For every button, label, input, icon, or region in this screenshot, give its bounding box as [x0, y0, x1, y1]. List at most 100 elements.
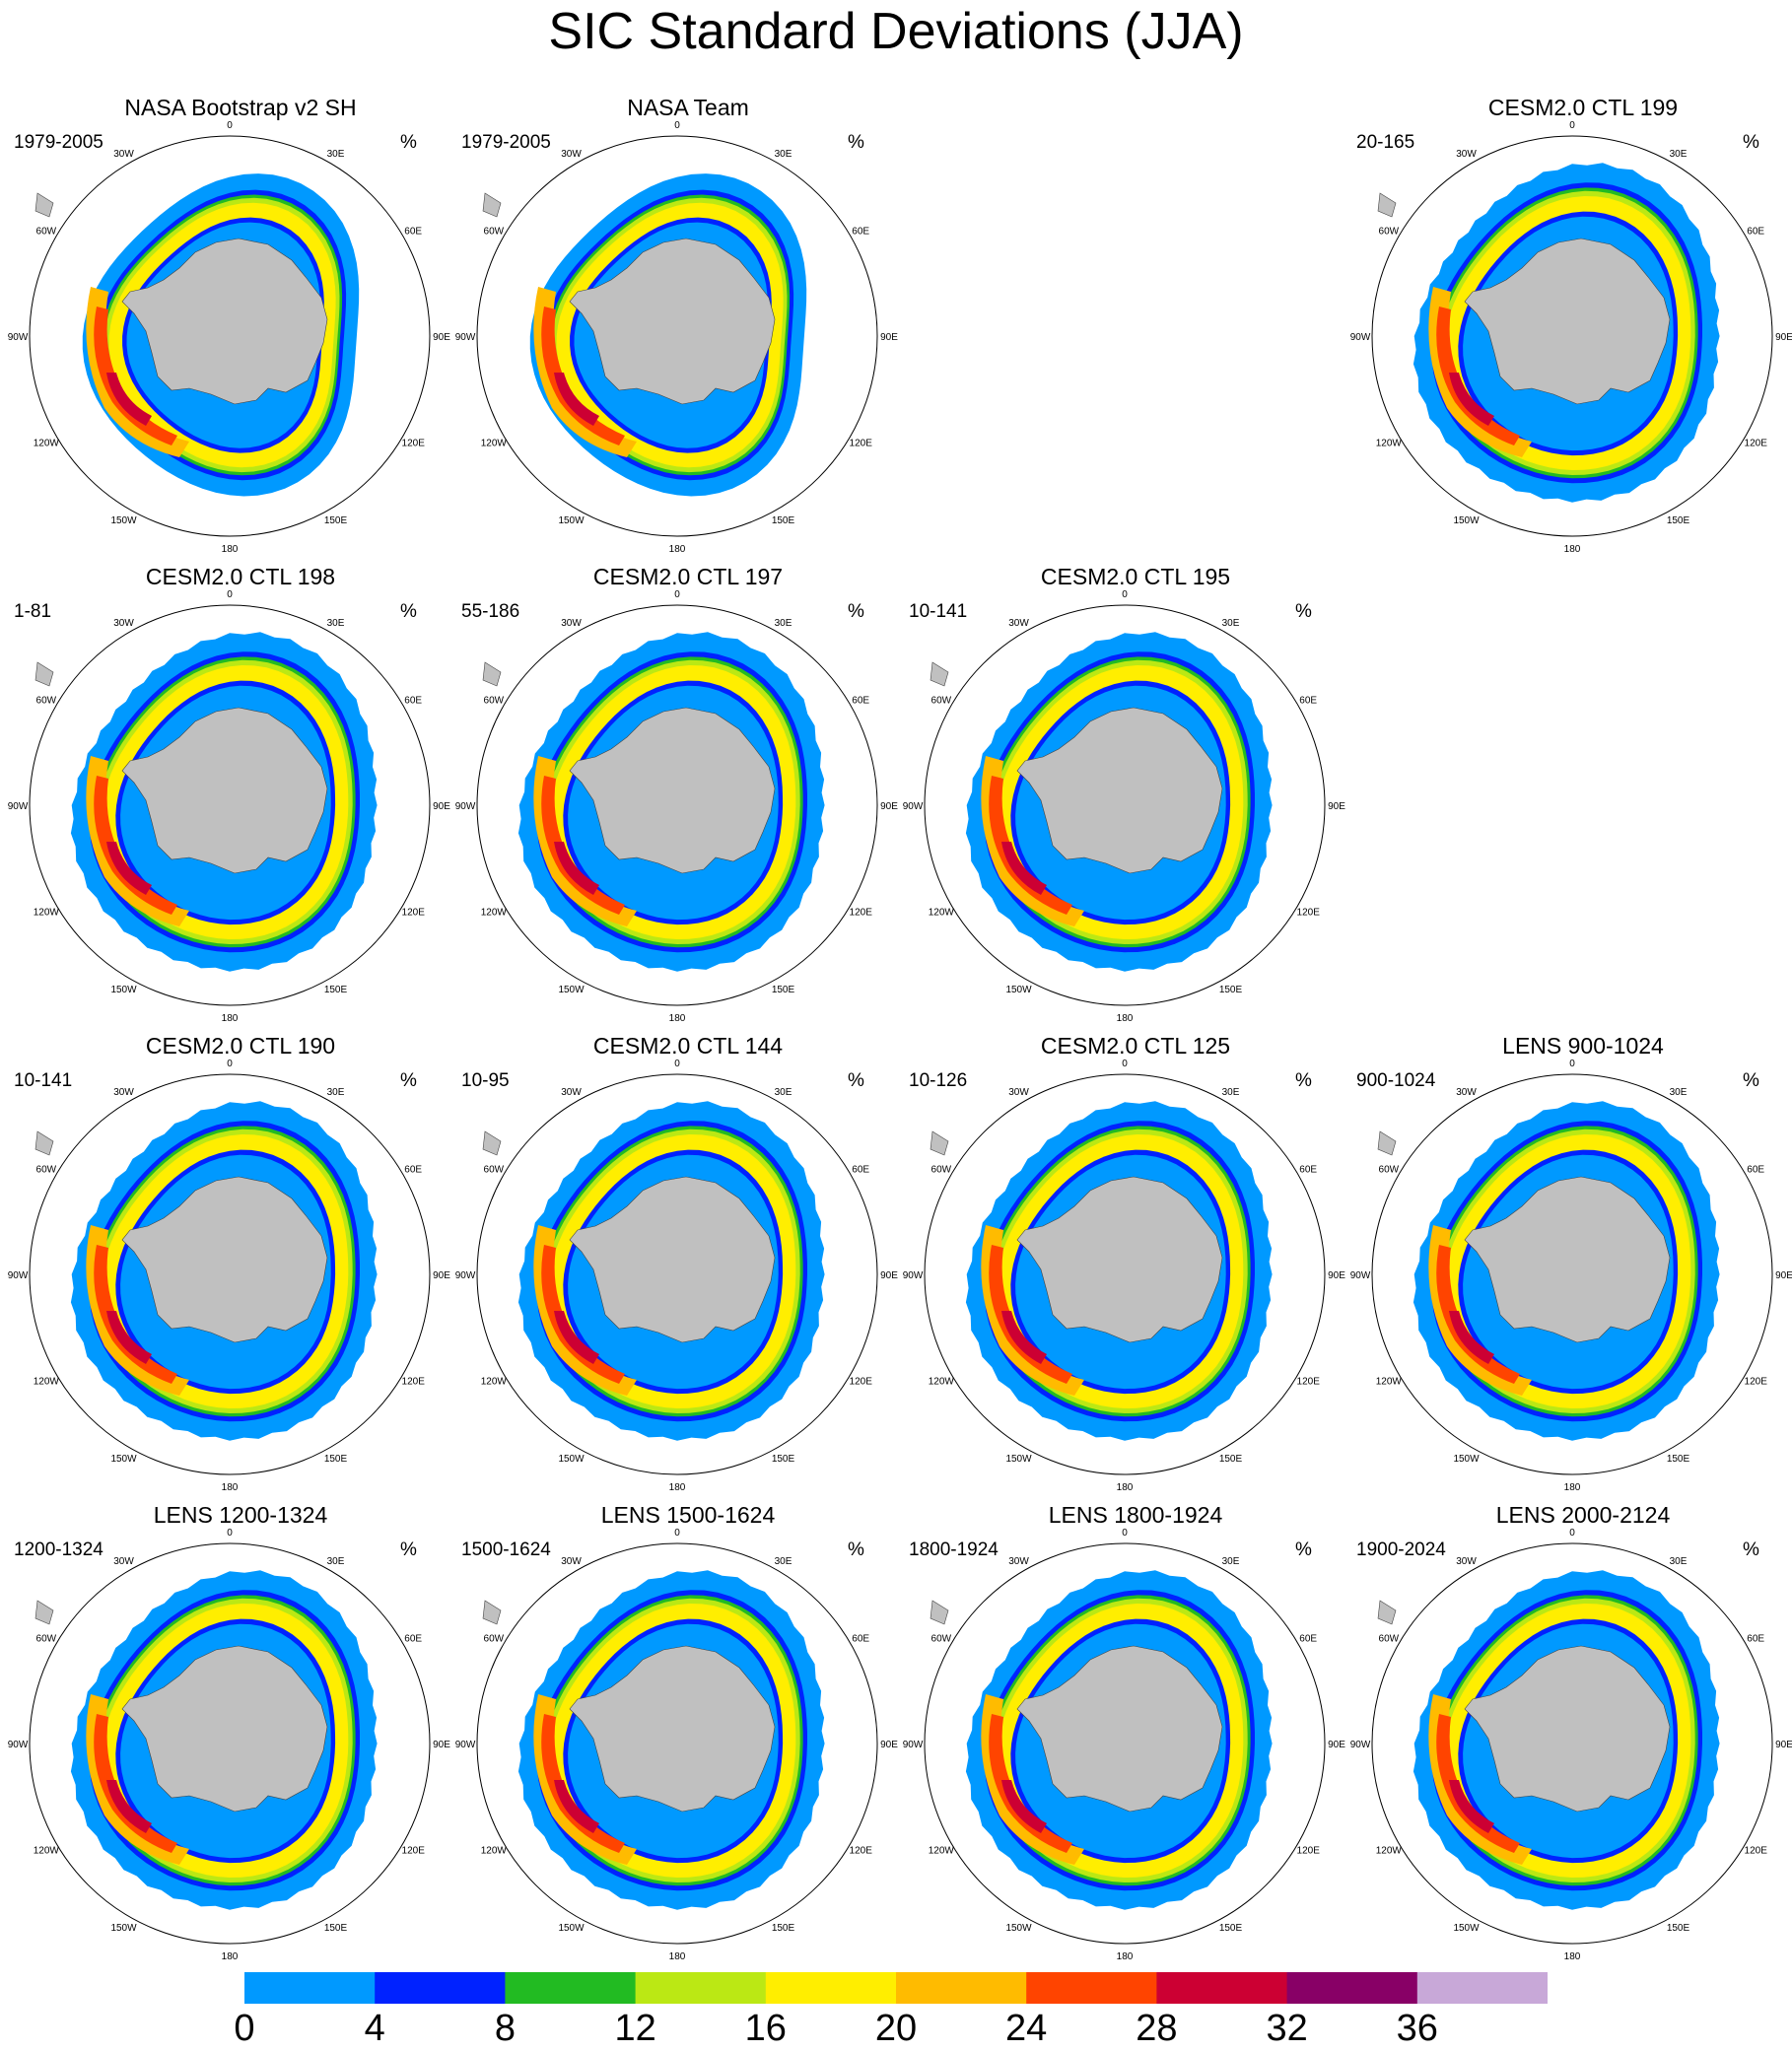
longitude-label: 180	[669, 1482, 686, 1493]
longitude-label: 0	[227, 1059, 233, 1069]
longitude-label: 90W	[1350, 1740, 1371, 1750]
panel-unit: %	[1295, 1070, 1312, 1091]
polar-map: 0 30E 60E 90E 120E 150E 180 150W 120W 90W 60W 30W	[8, 1528, 451, 1962]
panel-year-range: 1500-1624	[461, 1539, 551, 1560]
longitude-label: 180	[222, 1013, 239, 1024]
longitude-label: 30W	[1456, 1556, 1477, 1567]
polar-map: 0 30E 60E 90E 120E 150E 180 150W 120W 90W 60W 30W	[903, 1528, 1346, 1962]
map-panel: CESM2.0 CTL 195 10-141% 0 30E 60E 90E 120E 150E…	[903, 564, 1362, 1027]
antarctica-landmass	[121, 707, 328, 874]
panel-unit: %	[400, 1070, 417, 1091]
panel-unit: %	[848, 1539, 864, 1560]
south-america-landmass	[930, 1600, 949, 1625]
longitude-label: 90W	[455, 332, 476, 343]
map-panel: CESM2.0 CTL 198 1-81% 0 30E 60E 90E 120E 150E 18…	[8, 564, 467, 1027]
longitude-label: 180	[1117, 1482, 1134, 1493]
polar-map: 0 30E 60E 90E 120E 150E 180 150W 120W 90W 60W 30W	[903, 1059, 1346, 1493]
map-boundary	[476, 604, 878, 1006]
longitude-label: 90W	[1350, 332, 1371, 343]
longitude-label: 120W	[481, 439, 508, 449]
longitude-label: 180	[669, 1013, 686, 1024]
colorbar-tick-label: 16	[744, 2008, 787, 2049]
colorbar-segment	[1026, 1972, 1157, 2004]
longitude-label: 90E	[433, 332, 450, 343]
longitude-label: 120E	[1745, 1377, 1768, 1388]
longitude-label: 180	[222, 1951, 239, 1962]
panel-unit: %	[848, 132, 864, 153]
south-america-landmass	[930, 661, 949, 687]
longitude-label: 60W	[931, 1165, 952, 1176]
longitude-label: 60E	[852, 1165, 869, 1176]
longitude-label: 60E	[404, 227, 422, 238]
panel-unit: %	[400, 132, 417, 153]
longitude-label: 120E	[1297, 908, 1321, 919]
longitude-label: 0	[1569, 1059, 1575, 1069]
longitude-label: 150E	[772, 1923, 795, 1934]
longitude-label: 120E	[402, 908, 426, 919]
longitude-label: 60W	[931, 696, 952, 707]
longitude-label: 150W	[1453, 1923, 1480, 1934]
panel-title: LENS 1800-1924	[1048, 1502, 1223, 1528]
longitude-label: 30E	[1222, 618, 1240, 629]
longitude-label: 60W	[484, 1634, 505, 1645]
longitude-label: 120W	[1376, 439, 1403, 449]
antarctica-landmass	[1016, 707, 1223, 874]
colorbar-tick-label: 20	[874, 2008, 918, 2049]
south-america-landmass	[482, 192, 502, 218]
longitude-label: 120E	[850, 1846, 873, 1857]
longitude-label: 150W	[1005, 1923, 1032, 1934]
longitude-label: 150W	[1453, 1454, 1480, 1465]
longitude-label: 120W	[929, 1846, 955, 1857]
longitude-label: 30E	[1222, 1087, 1240, 1098]
panel-year-range: 10-141	[14, 1070, 73, 1091]
longitude-label: 60E	[1747, 1634, 1764, 1645]
polar-map: 0 30E 60E 90E 120E 150E 180 150W 120W 90W 60W 30W	[1350, 1528, 1792, 1962]
map-boundary	[1371, 1542, 1773, 1945]
longitude-label: 150W	[1005, 985, 1032, 995]
panel-unit: %	[848, 1070, 864, 1091]
sic-hotspot	[86, 287, 189, 457]
longitude-label: 180	[1117, 1951, 1134, 1962]
longitude-label: 60E	[1299, 1165, 1317, 1176]
panel-year-range: 1-81	[14, 601, 52, 622]
polar-map: 0 30E 60E 90E 120E 150E 180 150W 120W 90W 60W 30W	[8, 589, 451, 1024]
longitude-label: 0	[1122, 589, 1128, 600]
longitude-label: 30W	[1008, 1556, 1029, 1567]
map-boundary	[924, 1073, 1326, 1475]
longitude-label: 120W	[929, 1377, 955, 1388]
longitude-label: 30E	[775, 618, 793, 629]
longitude-label: 30E	[1670, 1087, 1688, 1098]
panel-title: CESM2.0 CTL 144	[592, 1033, 784, 1059]
longitude-label: 60E	[404, 1165, 422, 1176]
longitude-label: 60E	[1747, 1165, 1764, 1176]
panel-year-range: 10-126	[909, 1070, 968, 1091]
longitude-label: 60E	[404, 696, 422, 707]
longitude-label: 60W	[1379, 227, 1400, 238]
polar-map: 0 30E 60E 90E 120E 150E 180 150W 120W 90W 60W 30W	[8, 1059, 451, 1493]
map-panel: LENS 1200-1324 1200-1324% 0 30E 60E 90E 120E 15…	[8, 1502, 467, 1965]
panel-year-range: 10-141	[909, 601, 968, 622]
longitude-label: 150E	[1219, 1454, 1243, 1465]
panel-year-range: 55-186	[461, 601, 520, 622]
longitude-label: 150E	[772, 985, 795, 995]
longitude-label: 120W	[34, 439, 60, 449]
longitude-label: 60E	[1299, 696, 1317, 707]
longitude-label: 90E	[433, 801, 450, 812]
map-boundary	[1371, 135, 1773, 537]
longitude-label: 90W	[8, 332, 29, 343]
longitude-label: 60W	[931, 1634, 952, 1645]
longitude-label: 30W	[113, 1556, 134, 1567]
longitude-label: 120W	[481, 908, 508, 919]
antarctica-landmass	[1464, 1645, 1671, 1813]
longitude-label: 90W	[455, 1740, 476, 1750]
antarctica-landmass	[121, 1176, 328, 1343]
longitude-label: 90E	[1328, 801, 1345, 812]
antarctica-landmass	[569, 238, 776, 405]
sic-hotspot	[86, 1225, 189, 1396]
map-boundary	[924, 1542, 1326, 1945]
map-panel: LENS 1500-1624 1500-1624% 0 30E 60E 90E 120E 15…	[455, 1502, 915, 1965]
south-america-landmass	[1377, 1600, 1397, 1625]
colorbar-segment	[505, 1972, 637, 2004]
map-boundary	[29, 604, 431, 1006]
panel-unit: %	[400, 1539, 417, 1560]
